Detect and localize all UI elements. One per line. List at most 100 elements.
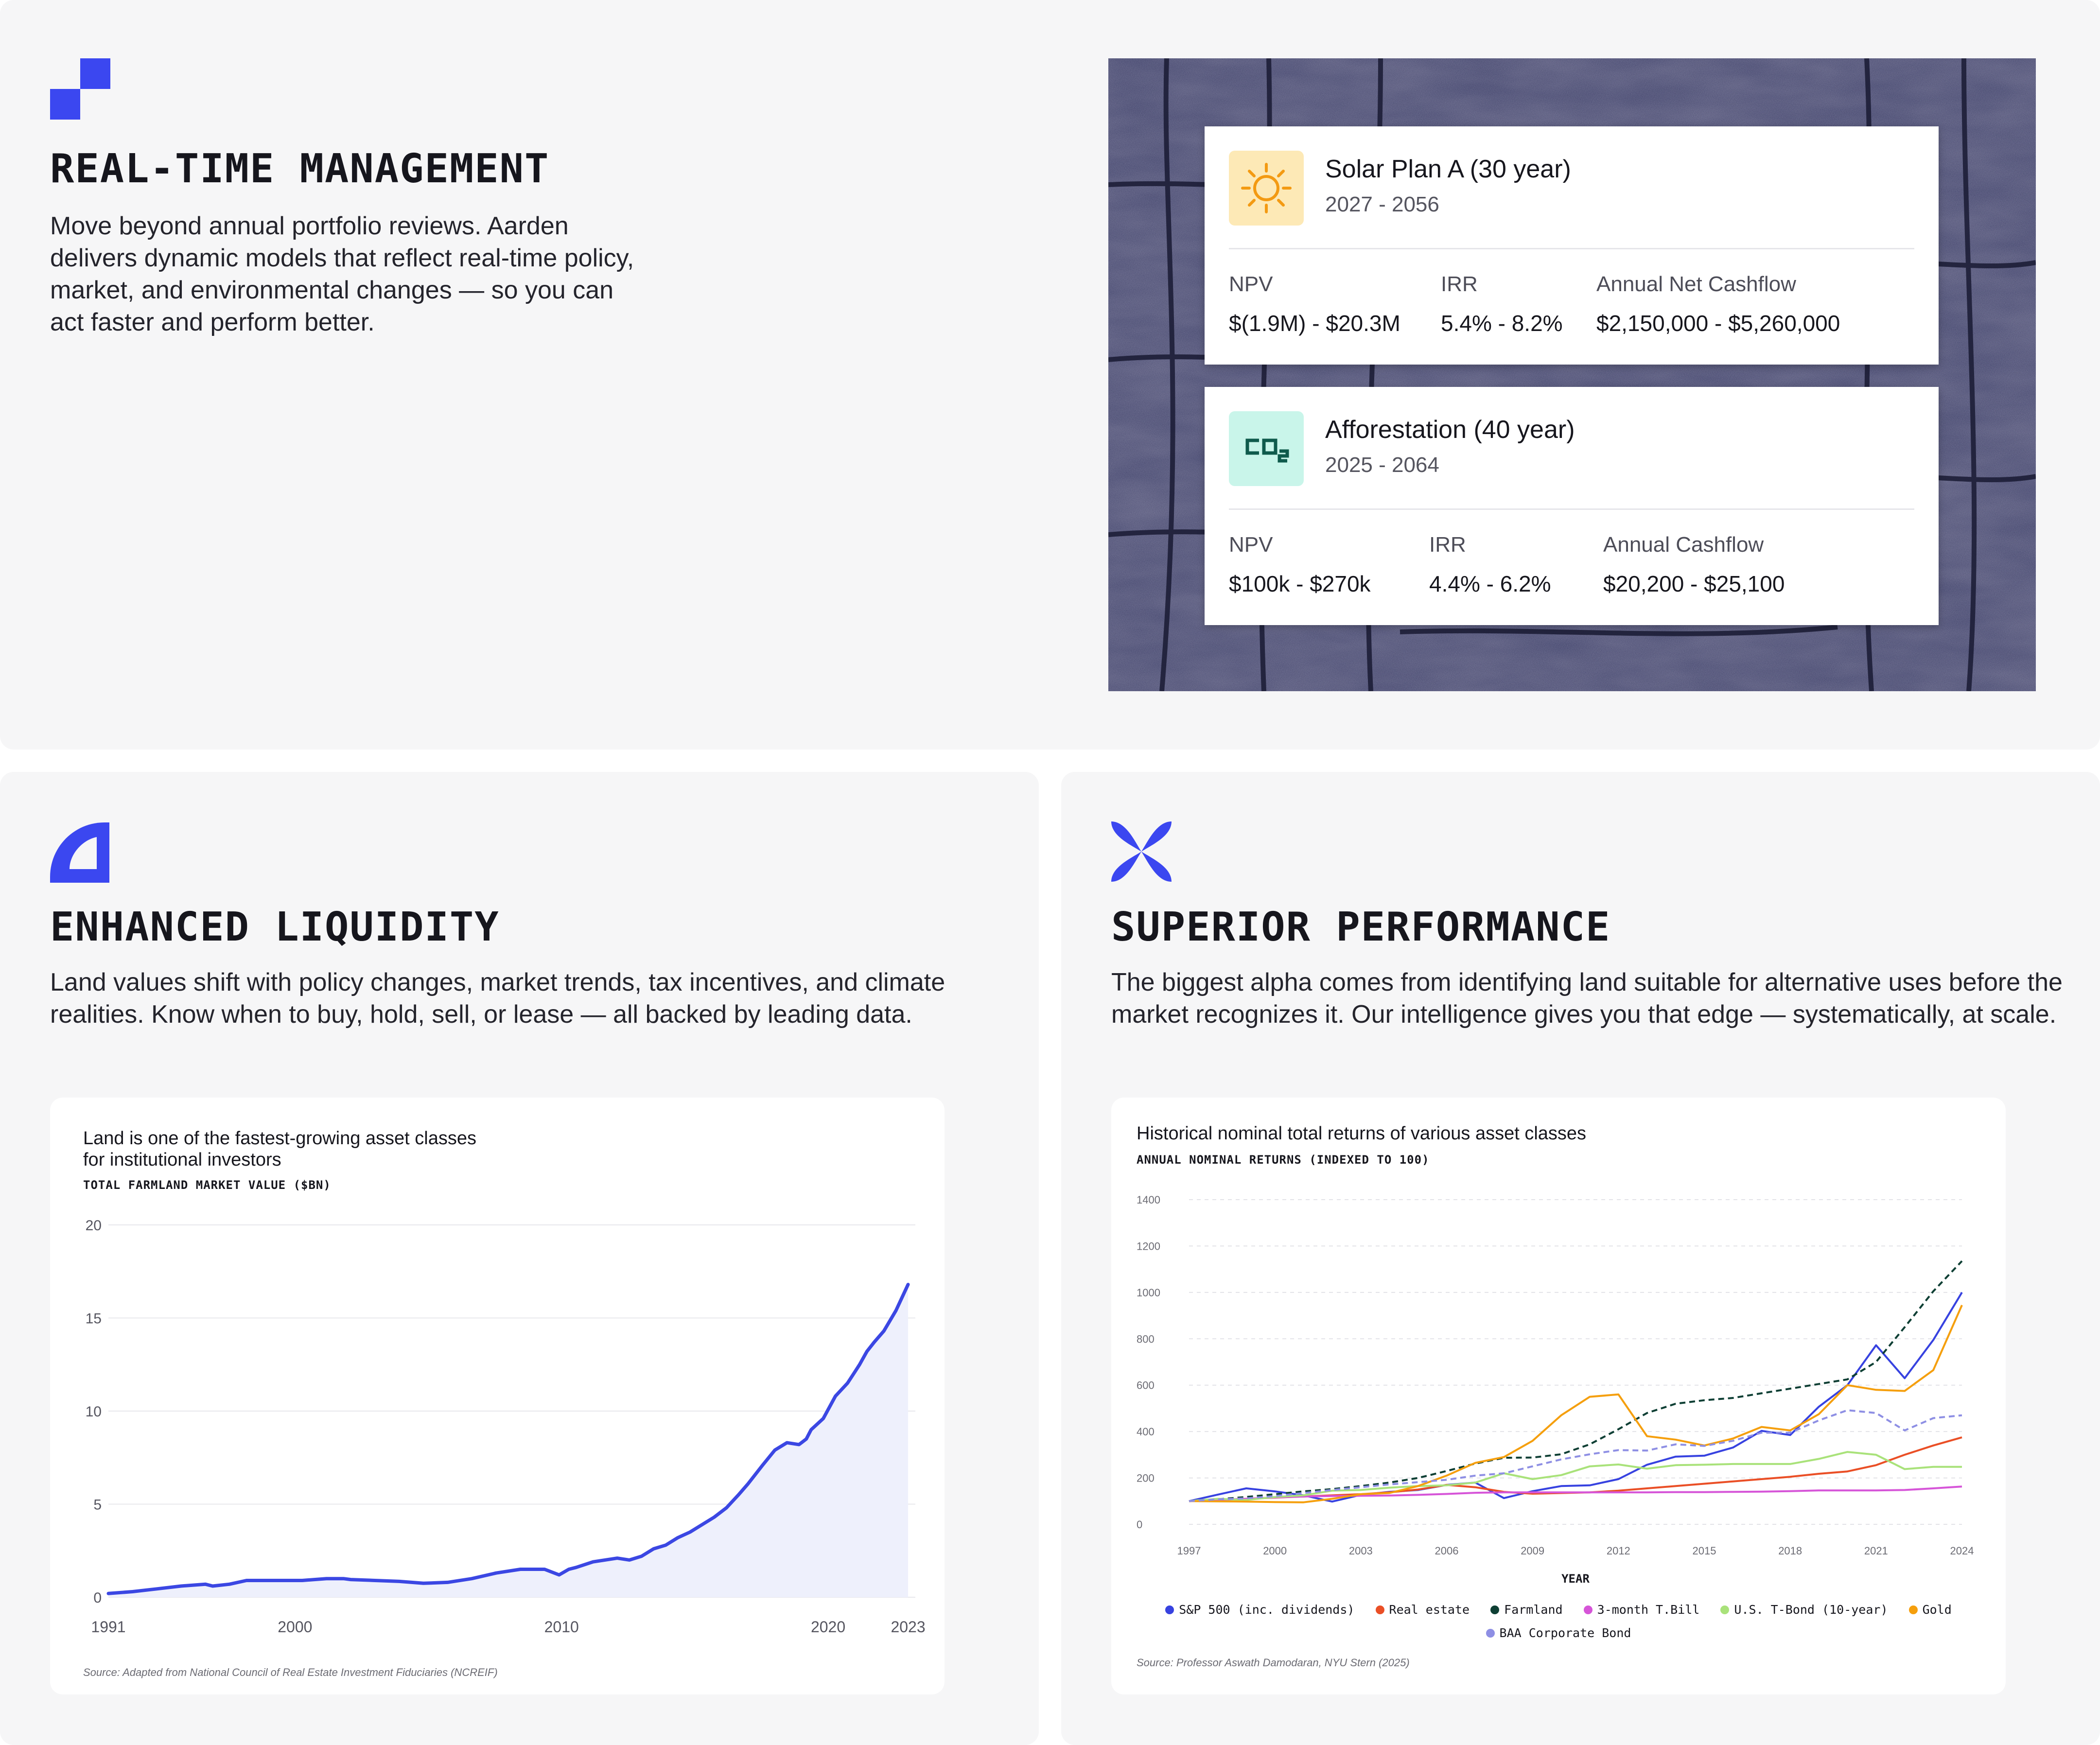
aerial-field-photo: Solar Plan A (30 year) 2027 - 2056 NPV $…: [1108, 58, 2036, 691]
chart-card-farmland: Land is one of the fastest-growing asset…: [50, 1098, 945, 1694]
feature-card-realtime: REAL-TIME MANAGEMENT Move beyond annual …: [0, 0, 2100, 750]
legend-item[interactable]: U.S. T-Bond (10-year): [1720, 1598, 1888, 1622]
chart-legend: S&P 500 (inc. dividends) Real estate Far…: [1111, 1598, 2006, 1645]
metric-value-npv: $100k - $270k: [1229, 571, 1371, 596]
metric-value-npv: $(1.9M) - $20.3M: [1229, 311, 1400, 336]
x-tick-label: 1991: [91, 1618, 125, 1636]
feature-description: Move beyond annual portfolio reviews. Aa…: [50, 212, 634, 336]
chart-source: Source: Professor Aswath Damodaran, NYU …: [1137, 1657, 1410, 1669]
plan-icon-badge: [1229, 151, 1304, 226]
legend-item[interactable]: Gold: [1908, 1598, 1952, 1622]
plan-divider: [1229, 508, 1914, 510]
y-tick-label: 200: [1137, 1472, 1155, 1484]
x-tick-label: 2009: [1521, 1545, 1544, 1557]
series-line: [1189, 1485, 1962, 1502]
chart-source: Source: Adapted from National Council of…: [83, 1666, 498, 1678]
x-tick-label: 2018: [1778, 1545, 1802, 1557]
x-tick-label: 1997: [1177, 1545, 1201, 1557]
y-tick-label: 800: [1137, 1333, 1155, 1345]
metric-label-cashflow: Annual Net Cashflow: [1596, 272, 1796, 296]
metric-label-npv: NPV: [1229, 533, 1273, 557]
legend-label: BAA Corporate Bond: [1499, 1626, 1631, 1640]
feature-title: SUPERIOR PERFORMANCE: [1111, 904, 1611, 950]
plan-name: Afforestation (40 year): [1325, 416, 1575, 444]
metric-label-npv: NPV: [1229, 272, 1273, 296]
legend-label: Gold: [1922, 1603, 1952, 1617]
legend-label: Real estate: [1389, 1603, 1470, 1617]
sun-icon: [1241, 163, 1292, 213]
legend-item[interactable]: Farmland: [1490, 1598, 1563, 1622]
plan-divider: [1229, 248, 1914, 249]
x-tick-label: 2000: [278, 1618, 312, 1636]
x-tick-label: 2006: [1435, 1545, 1459, 1557]
legend-item[interactable]: 3-month T.Bill: [1583, 1598, 1700, 1622]
legend-label: U.S. T-Bond (10-year): [1734, 1603, 1888, 1617]
asset-returns-chart: 0 200 400 600 800 1000 1200 1400 1997 2000 2003 200…: [1137, 1194, 1974, 1586]
plan-years: 2025 - 2064: [1325, 453, 1439, 477]
quarter-circle-icon: [50, 822, 109, 883]
plan-name: Solar Plan A (30 year): [1325, 155, 1571, 183]
co2-icon: [1245, 438, 1289, 463]
series-line: [1189, 1409, 1962, 1502]
plan-years: 2027 - 2056: [1325, 192, 1439, 216]
legend-item[interactable]: Real estate: [1375, 1598, 1470, 1622]
chart-subtitle: ANNUAL NOMINAL RETURNS (INDEXED TO 100): [1137, 1153, 1430, 1167]
chart-title-line2: for institutional investors: [83, 1150, 281, 1170]
x-tick-label: 2023: [891, 1618, 925, 1636]
y-tick-label: 0: [1137, 1518, 1142, 1531]
metric-value-cashflow: $20,200 - $25,100: [1603, 571, 1785, 596]
legend-item[interactable]: S&P 500 (inc. dividends): [1165, 1598, 1354, 1622]
y-tick-label: 20: [86, 1218, 102, 1234]
feature-description: Land values shift with policy changes, m…: [50, 968, 945, 1029]
chart-title: Historical nominal total returns of vari…: [1137, 1123, 1587, 1144]
series-line: [1189, 1451, 1962, 1502]
chart-title: Land is one of the fastest-growing asset…: [83, 1128, 477, 1149]
series-line: [1189, 1260, 1963, 1502]
y-tick-label: 400: [1137, 1426, 1155, 1438]
x-tick-label: 2024: [1950, 1545, 1974, 1557]
chart-card-returns: Historical nominal total returns of vari…: [1111, 1098, 2006, 1694]
y-tick-label: 1200: [1137, 1240, 1160, 1252]
legend-label: 3-month T.Bill: [1597, 1603, 1700, 1617]
series-line: [1189, 1305, 1963, 1503]
legend-label: S&P 500 (inc. dividends): [1179, 1603, 1355, 1617]
series-line: [1189, 1291, 1963, 1503]
x-tick-label: 2003: [1349, 1545, 1373, 1557]
plan-card-solar[interactable]: Solar Plan A (30 year) 2027 - 2056 NPV $…: [1205, 126, 1939, 365]
x-tick-label: 2015: [1693, 1545, 1716, 1557]
y-tick-label: 0: [93, 1590, 102, 1606]
four-petal-icon: [1111, 821, 1172, 882]
x-tick-label: 2021: [1864, 1545, 1888, 1557]
series-line: [106, 1283, 910, 1595]
feature-title: ENHANCED LIQUIDITY: [50, 904, 500, 950]
area-fill: [108, 1284, 909, 1597]
feature-description: The biggest alpha comes from identifying…: [1111, 968, 2063, 1029]
plan-icon-badge: [1229, 411, 1304, 486]
metric-value-irr: 4.4% - 6.2%: [1429, 571, 1551, 596]
y-tick-label: 1400: [1137, 1194, 1160, 1206]
x-tick-label: 2020: [811, 1618, 845, 1636]
legend-label: Farmland: [1504, 1603, 1563, 1617]
metric-value-irr: 5.4% - 8.2%: [1441, 311, 1563, 336]
feature-card-performance: SUPERIOR PERFORMANCE The biggest alpha c…: [1061, 772, 2100, 1745]
y-tick-label: 600: [1137, 1379, 1155, 1392]
x-tick-label: 2012: [1607, 1545, 1630, 1557]
farmland-value-chart: 0 5 10 15 20 1991 2000 2010 2020 2023: [86, 1218, 926, 1636]
chart-subtitle: TOTAL FARMLAND MARKET VALUE ($BN): [83, 1178, 331, 1192]
metric-label-irr: IRR: [1429, 533, 1466, 557]
plan-card-afforestation[interactable]: Afforestation (40 year) 2025 - 2064 NPV …: [1205, 387, 1939, 625]
pixel-squares-icon: [50, 58, 110, 120]
legend-item[interactable]: BAA Corporate Bond: [1486, 1622, 1631, 1645]
metric-label-irr: IRR: [1441, 272, 1478, 296]
x-tick-label: 2010: [544, 1618, 579, 1636]
x-tick-label: 2000: [1263, 1545, 1287, 1557]
y-tick-label: 1000: [1137, 1287, 1160, 1299]
x-axis-label: YEAR: [1561, 1572, 1590, 1586]
feature-title: REAL-TIME MANAGEMENT: [50, 146, 550, 192]
y-tick-label: 15: [86, 1311, 102, 1327]
y-tick-label: 5: [93, 1497, 102, 1513]
y-tick-label: 10: [86, 1404, 102, 1420]
metric-value-cashflow: $2,150,000 - $5,260,000: [1596, 311, 1840, 336]
feature-card-liquidity: ENHANCED LIQUIDITY Land values shift wit…: [0, 772, 1039, 1745]
metric-label-cashflow: Annual Cashflow: [1603, 533, 1764, 557]
